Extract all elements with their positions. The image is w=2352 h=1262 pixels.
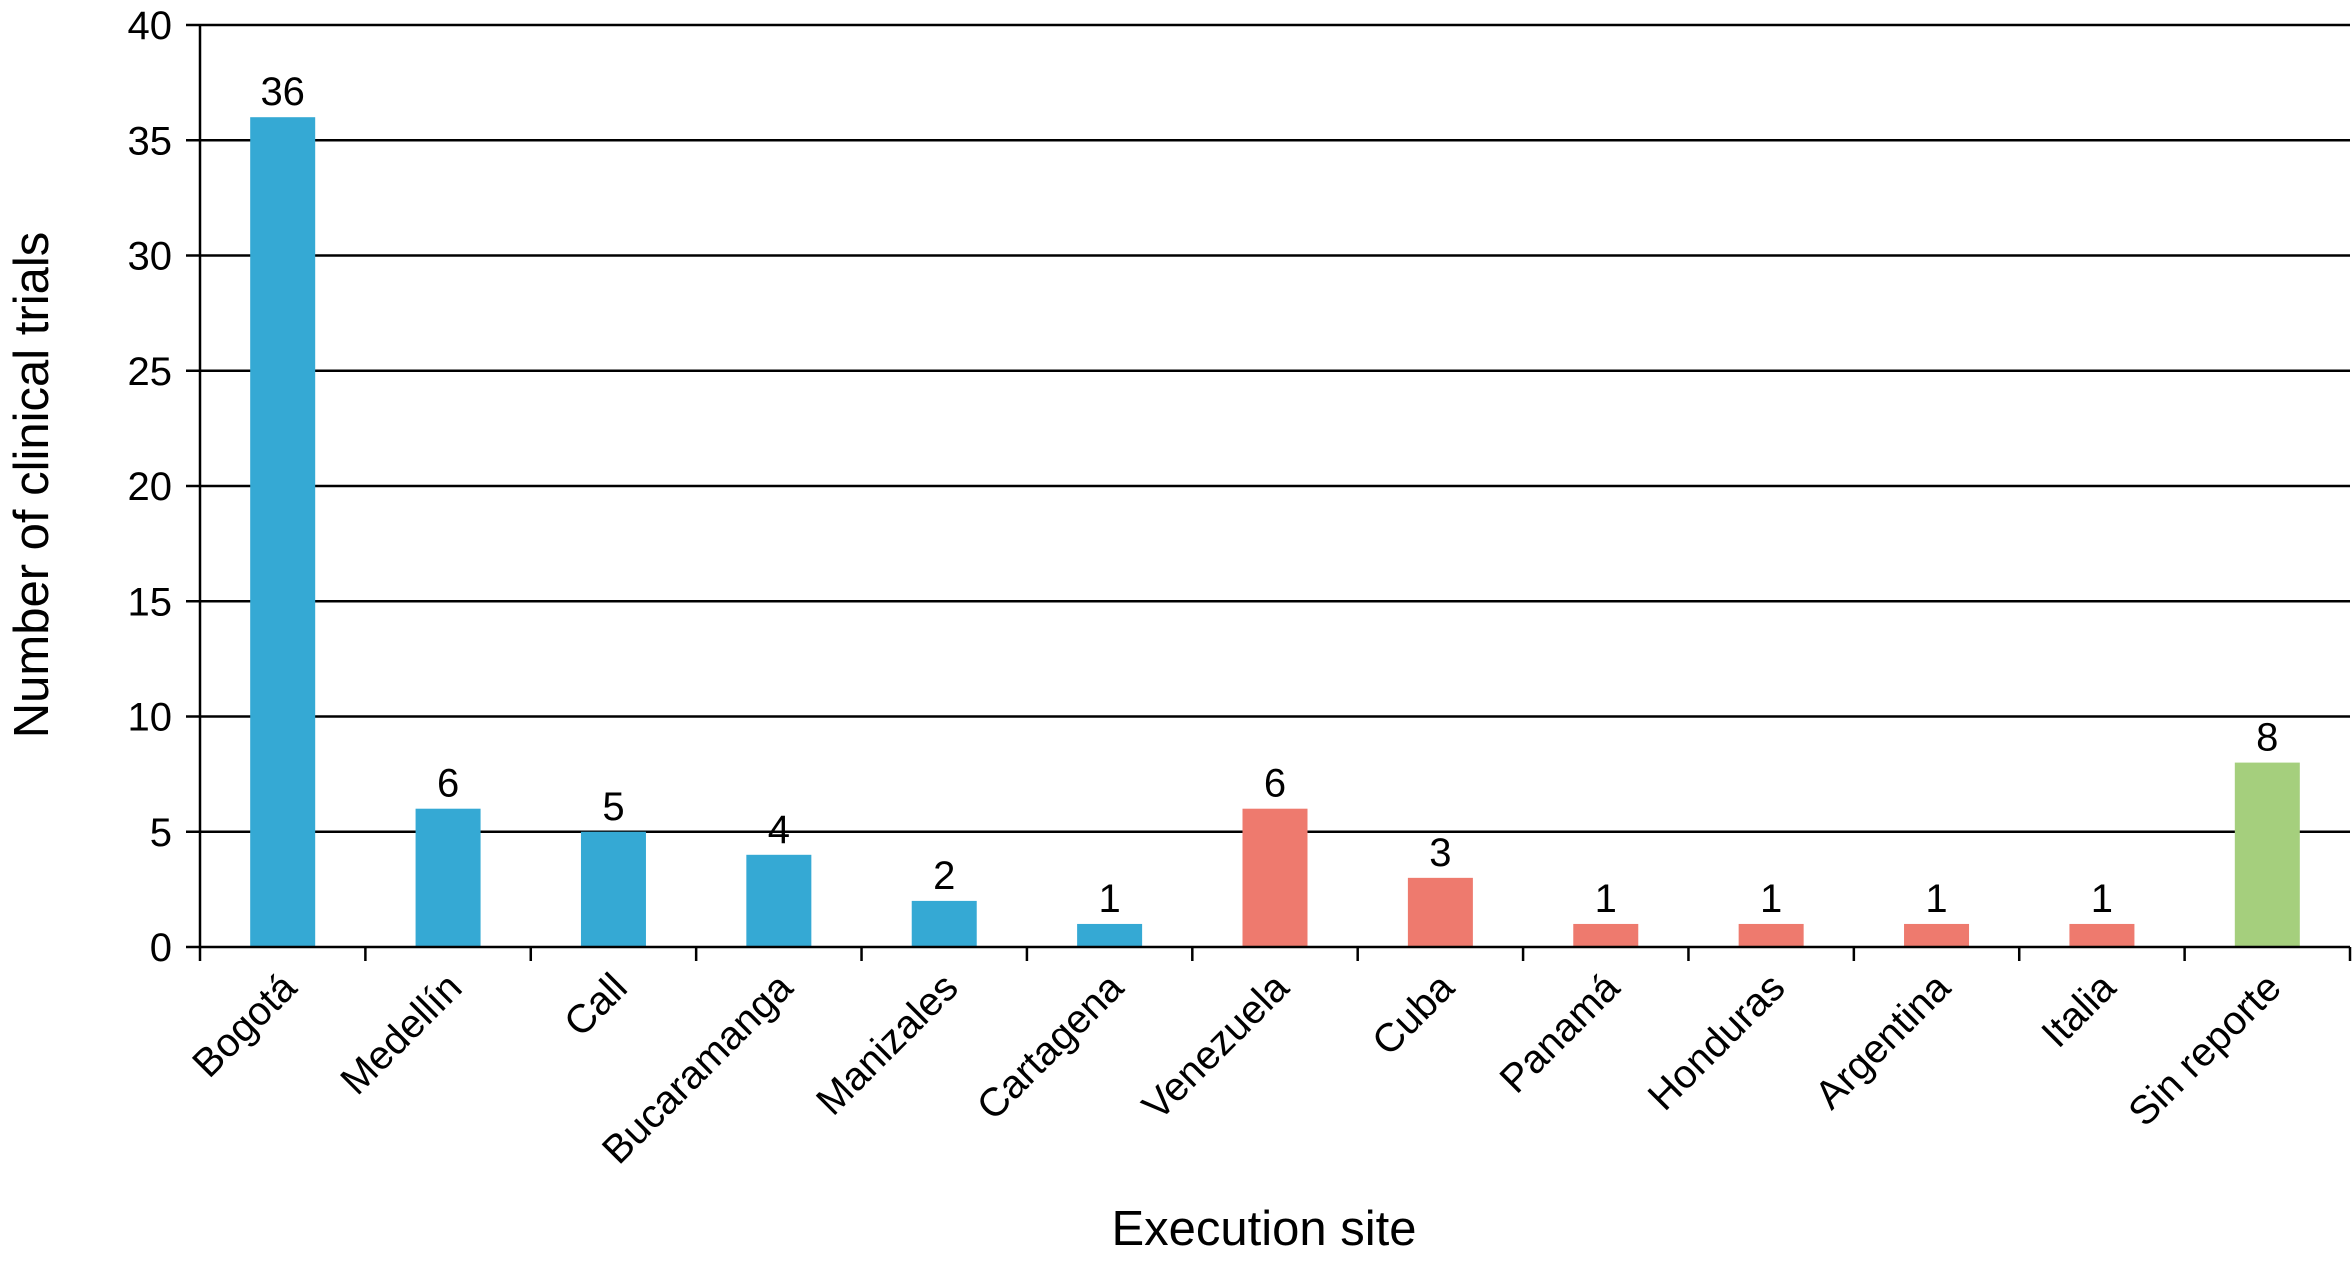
gridlines [200, 23, 2350, 833]
y-tick-label: 10 [128, 696, 173, 740]
data-label: 1 [1098, 877, 1120, 921]
x-tick-label: Call [556, 965, 636, 1045]
labels: 051015202530354036Bogotá6Medellín5Call4B… [128, 4, 2290, 1172]
y-tick-label: 40 [128, 4, 173, 48]
y-tick-label: 15 [128, 580, 173, 624]
data-label: 8 [2256, 716, 2278, 760]
x-tick-label: Manizales [808, 965, 966, 1123]
y-axis-title: Number of clinical trials [5, 232, 59, 739]
bar-7 [1407, 877, 1473, 947]
x-tick-label: Cartagena [969, 965, 1133, 1129]
bar-11 [2069, 923, 2135, 947]
y-tick-label: 0 [150, 926, 172, 970]
bar-4 [911, 900, 977, 947]
bar-0 [250, 117, 316, 947]
data-label: 1 [2091, 877, 2113, 921]
y-tick-label: 20 [128, 465, 173, 509]
bar-10 [1904, 923, 1970, 947]
data-label: 1 [1595, 877, 1617, 921]
x-tick-label: Panamá [1492, 965, 1629, 1102]
axes [186, 23, 2352, 961]
bar-9 [1738, 923, 1804, 947]
data-label: 3 [1429, 831, 1451, 875]
bar-6 [1242, 808, 1308, 947]
x-axis-title: Execution site [1111, 1202, 1416, 1256]
x-tick-label: Honduras [1640, 965, 1794, 1119]
x-tick-label: Bogotá [184, 965, 305, 1086]
x-tick-label: Medellín [332, 965, 470, 1103]
data-label: 1 [1760, 877, 1782, 921]
x-tick-label: Argentina [1807, 965, 1960, 1118]
data-label: 6 [437, 762, 459, 806]
y-tick-label: 35 [128, 119, 173, 163]
data-label: 5 [602, 785, 624, 829]
x-tick-label: Cuba [1364, 965, 1463, 1064]
x-tick-label: Venezuela [1134, 965, 1298, 1129]
y-tick-label: 25 [128, 350, 173, 394]
bar-5 [1077, 923, 1143, 947]
bar-2 [580, 831, 646, 947]
data-label: 6 [1264, 762, 1286, 806]
bar-8 [1573, 923, 1639, 947]
y-tick-label: 30 [128, 235, 173, 279]
bar-1 [415, 808, 481, 947]
data-label: 1 [1925, 877, 1947, 921]
y-tick-label: 5 [150, 811, 172, 855]
x-tick-label: Italia [2033, 965, 2124, 1056]
data-label: 4 [768, 808, 790, 852]
x-tick-label: Sin reporte [2120, 965, 2289, 1134]
bar-12 [2234, 762, 2300, 947]
data-label: 2 [933, 854, 955, 898]
bar-3 [746, 854, 812, 947]
data-label: 36 [260, 70, 305, 114]
bars [250, 117, 2300, 947]
